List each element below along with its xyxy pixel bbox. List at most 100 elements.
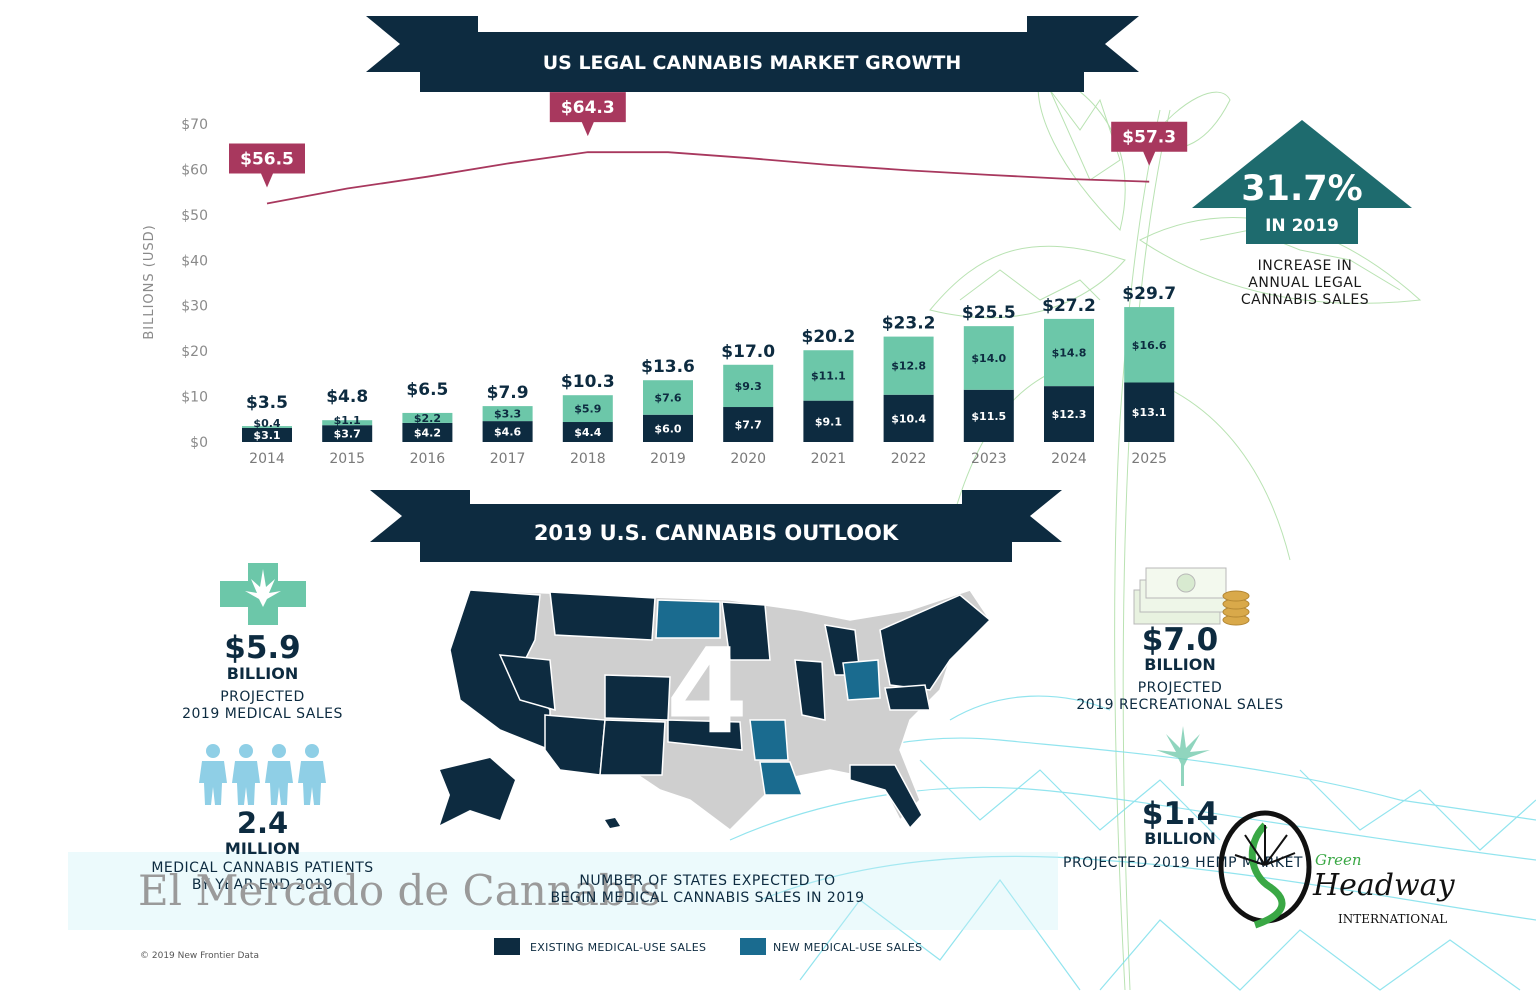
medical-caption-line: PROJECTED	[220, 689, 305, 705]
hemp-caption: PROJECTED 2019 HEMP MARKET	[1063, 855, 1303, 871]
bar-total-label: $25.5	[962, 303, 1016, 323]
bar-label-existing: $7.7	[735, 419, 762, 432]
map-caption: NUMBER OF STATES EXPECTED TO BEGIN MEDIC…	[520, 873, 895, 907]
growth-title: US LEGAL CANNABIS MARKET GROWTH	[543, 52, 962, 74]
legend-label-existing: EXISTING MEDICAL-USE SALES	[530, 941, 707, 954]
x-tick-label: 2021	[811, 451, 847, 467]
total-market-line	[266, 151, 1150, 205]
bar-segment-existing	[643, 414, 693, 442]
bar-label-existing: $6.0	[654, 422, 681, 435]
x-tick-label: 2020	[730, 451, 766, 467]
recreational-caption: PROJECTED 2019 RECREATIONAL SALES	[1060, 680, 1300, 714]
bar-label-existing: $11.5	[971, 410, 1006, 423]
bar-segment-new	[1124, 307, 1175, 383]
bar-segment-existing	[723, 407, 774, 442]
bar-label-existing: $13.1	[1132, 406, 1167, 419]
medical-unit: BILLION	[226, 664, 299, 683]
bar-segment-existing	[562, 422, 613, 442]
logo-word-green: Green	[1315, 851, 1362, 869]
line-callout-label: $56.5	[240, 150, 294, 170]
x-tick-label: 2023	[971, 451, 1007, 467]
bar-segment-existing	[482, 421, 533, 442]
bar-label-existing: $4.2	[414, 426, 441, 439]
bar-label-existing: $3.1	[253, 429, 280, 442]
us-states-map	[440, 589, 992, 831]
growth-arrow-callout: 31.7% IN 2019	[1192, 120, 1412, 244]
recreational-value: $7.0	[1141, 622, 1219, 658]
y-tick-label: $20	[181, 344, 208, 360]
hemp-value: $1.4	[1141, 796, 1219, 832]
copyright-text: © 2019 New Frontier Data	[140, 951, 259, 961]
bar-segment-existing	[1044, 386, 1094, 442]
bar-segment-new	[963, 326, 1014, 390]
x-tick-label: 2025	[1131, 451, 1167, 467]
bar-label-existing: $9.1	[815, 415, 842, 428]
growth-year: IN 2019	[1265, 216, 1339, 236]
bar-segment-existing	[402, 422, 453, 442]
outlook-title-banner: 2019 U.S. CANNABIS OUTLOOK	[370, 490, 1062, 562]
x-tick-label: 2024	[1051, 451, 1087, 467]
logo-word-international: INTERNATIONAL	[1338, 912, 1447, 926]
medical-cross-icon	[220, 563, 306, 625]
patients-value: 2.4	[236, 806, 289, 840]
bar-label-new: $2.2	[414, 412, 441, 425]
bar-label-new: $14.8	[1052, 347, 1087, 360]
patients-people-icon	[199, 744, 326, 805]
recreational-caption-line: 2019 RECREATIONAL SALES	[1076, 697, 1284, 713]
bar-total-label: $4.8	[326, 387, 368, 407]
hemp-unit: BILLION	[1144, 829, 1216, 848]
bar-total-label: $6.5	[406, 380, 448, 400]
x-tick-label: 2014	[249, 451, 285, 467]
bar-label-existing: $12.3	[1052, 408, 1087, 421]
x-tick-label: 2018	[570, 451, 606, 467]
medical-caption: PROJECTED 2019 MEDICAL SALES	[150, 689, 375, 723]
bar-label-existing: $4.6	[494, 426, 521, 439]
line-callout-bubble	[1111, 121, 1188, 166]
x-tick-label: 2022	[891, 451, 927, 467]
bar-label-new: $1.1	[334, 414, 361, 427]
y-tick-label: $10	[181, 390, 208, 406]
bar-label-new: $7.6	[654, 391, 681, 404]
patients-caption-line: MEDICAL CANNABIS PATIENTS	[151, 860, 374, 876]
market-growth-chart: BILLIONS (USD) $0 $10 $20 $30 $40 $50 $60 $70 $…	[142, 92, 1188, 467]
bar-label-new: $12.8	[891, 360, 926, 373]
medical-caption-line: 2019 MEDICAL SALES	[182, 706, 343, 722]
growth-percent: 31.7%	[1241, 169, 1362, 209]
bar-total-label: $23.2	[882, 314, 936, 334]
map-caption-line: NUMBER OF STATES EXPECTED TO	[579, 873, 836, 889]
bar-total-label: $17.0	[721, 342, 775, 362]
bar-label-new: $9.3	[735, 380, 762, 393]
patients-caption: MEDICAL CANNABIS PATIENTS BY YEAR END 20…	[130, 860, 395, 894]
growth-caption-line: ANNUAL LEGAL	[1248, 275, 1362, 291]
bar-segment-new	[883, 336, 934, 395]
y-tick-label: $60	[181, 162, 208, 178]
map-caption-line: BEGIN MEDICAL CANNABIS SALES IN 2019	[550, 890, 865, 906]
legend-label-new: NEW MEDICAL-USE SALES	[773, 941, 923, 954]
watermark-text: El Mercado de Cannabis	[138, 866, 661, 915]
legend-swatch-new	[740, 938, 766, 955]
recreational-caption-line: PROJECTED	[1137, 680, 1223, 696]
bar-total-label: $20.2	[802, 327, 856, 347]
growth-caption-line: CANNABIS SALES	[1240, 292, 1370, 308]
patients-caption-line: BY YEAR END 2019	[191, 877, 334, 893]
bar-segment-new	[562, 395, 613, 423]
x-tick-label: 2017	[490, 451, 526, 467]
bar-segment-existing	[1124, 382, 1175, 442]
bar-segment-new	[1044, 318, 1094, 387]
y-tick-label: $70	[181, 117, 208, 133]
bar-total-label: $7.9	[487, 383, 529, 403]
bar-segment-new	[402, 412, 453, 423]
bar-label-new: $16.6	[1132, 339, 1167, 352]
bar-segment-new	[322, 420, 373, 426]
growth-caption-line: INCREASE IN	[1257, 258, 1353, 274]
bar-segment-new	[242, 426, 292, 428]
growth-title-banner: US LEGAL CANNABIS MARKET GROWTH	[366, 16, 1139, 92]
x-tick-label: 2016	[410, 451, 446, 467]
bar-segment-existing	[963, 389, 1014, 442]
bar-total-label: $10.3	[561, 372, 615, 392]
medical-value: $5.9	[224, 630, 301, 666]
bar-label-new: $5.9	[574, 403, 601, 416]
green-headway-logo: Green Headway INTERNATIONAL	[1218, 810, 1455, 929]
bar-label-new: $14.0	[971, 352, 1006, 365]
bar-segment-existing	[803, 400, 854, 442]
